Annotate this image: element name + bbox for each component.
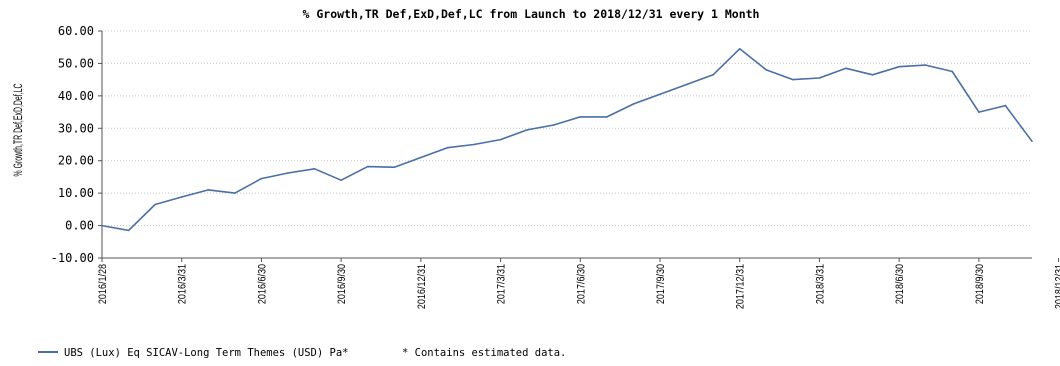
x-tick-label: 2017/9/30 <box>655 264 667 304</box>
data-point <box>340 179 342 181</box>
data-point <box>1031 140 1033 143</box>
x-tick-label: 2018/6/30 <box>894 264 906 304</box>
data-point <box>393 166 396 168</box>
y-tick-label: 40.00 <box>58 89 94 103</box>
data-point <box>101 224 103 227</box>
data-point <box>659 93 661 96</box>
data-point <box>180 196 183 198</box>
x-tick-label: 2018/3/31 <box>815 264 827 304</box>
data-point <box>845 67 847 70</box>
data-point <box>712 73 714 76</box>
data-point <box>898 65 900 68</box>
data-point <box>446 146 449 149</box>
data-point <box>738 48 741 50</box>
estimated-data-note: * Contains estimated data. <box>402 347 566 359</box>
data-point <box>792 78 794 81</box>
data-point <box>154 203 156 206</box>
data-point <box>1004 104 1007 107</box>
legend-series-label: UBS (Lux) Eq SICAV-Long Term Themes (USD… <box>64 347 348 359</box>
x-tick-label: 2017/3/31 <box>496 264 508 304</box>
x-tick-label: 2016/6/30 <box>257 264 269 304</box>
data-point <box>260 177 263 180</box>
x-tick-label: 2016/12/31 <box>416 264 428 309</box>
data-point <box>579 116 582 118</box>
data-point <box>526 129 528 131</box>
data-point <box>818 77 821 79</box>
x-tick-label: 2017/6/30 <box>576 264 588 304</box>
series-layer <box>101 48 1033 232</box>
data-point <box>552 124 555 126</box>
data-point <box>473 143 475 146</box>
x-tick-labels: 2016/1/28 2016/3/31 2016/6/30 2016/9/30 2016… <box>97 264 1060 309</box>
x-tick-label: 2018/12/31 <box>1054 264 1060 309</box>
data-point <box>685 83 688 86</box>
legend: UBS (Lux) Eq SICAV-Long Term Themes (USD… <box>38 347 566 359</box>
y-axis-label: % Growth,TR Def,ExD,Def,LC <box>12 83 25 176</box>
y-tick-label: 60.00 <box>58 24 94 38</box>
data-point <box>924 64 927 66</box>
data-point <box>234 192 236 194</box>
data-point <box>632 103 635 105</box>
x-tick-label: 2016/1/28 <box>97 264 109 304</box>
data-point <box>366 165 369 168</box>
data-point <box>420 156 422 159</box>
x-tick-label: 2016/9/30 <box>336 264 348 304</box>
data-point <box>287 172 289 174</box>
y-tick-label: 0.00 <box>65 219 94 233</box>
data-point <box>127 229 130 232</box>
data-point <box>978 111 980 113</box>
y-tick-label: 30.00 <box>58 121 94 135</box>
data-point <box>207 189 210 191</box>
x-tick-label: 2018/9/30 <box>974 264 986 304</box>
data-point <box>871 73 874 76</box>
axes <box>98 30 1060 262</box>
grid <box>102 30 1032 259</box>
data-point <box>606 116 608 118</box>
y-tick-label: 20.00 <box>58 154 94 168</box>
data-point <box>499 138 502 141</box>
x-tick-label: 2016/3/31 <box>177 264 189 304</box>
y-tick-label: 10.00 <box>58 186 94 200</box>
chart-title: % Growth,TR Def,ExD,Def,LC from Launch t… <box>303 7 760 21</box>
x-tick-label: 2017/12/31 <box>735 264 747 309</box>
y-tick-labels: -10.00 0.00 10.00 20.00 30.00 40.00 50.00 60.00 <box>51 24 94 265</box>
data-point <box>313 168 316 170</box>
series-line <box>101 48 1033 232</box>
data-point <box>765 69 768 71</box>
y-tick-label: -10.00 <box>51 251 94 265</box>
y-tick-label: 50.00 <box>58 56 94 70</box>
data-point <box>951 70 954 73</box>
